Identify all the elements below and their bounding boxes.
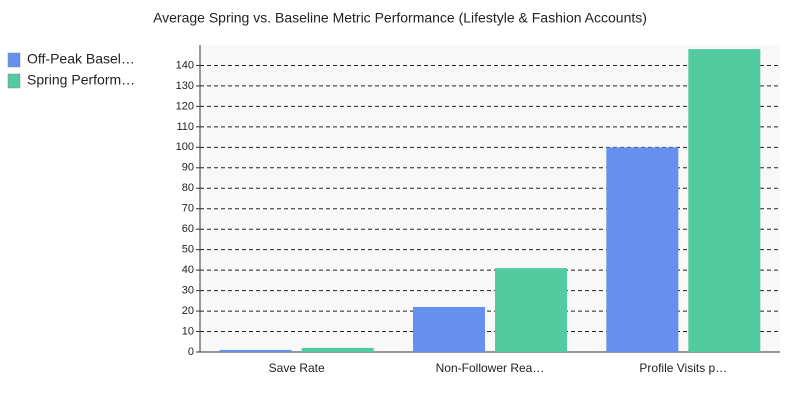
y-tick-label: 30 [182, 285, 194, 297]
y-tick-label: 140 [176, 59, 194, 71]
bar [219, 349, 292, 352]
y-tick-label: 90 [182, 162, 194, 174]
bar [301, 347, 374, 352]
y-tick-label: 70 [182, 203, 194, 215]
legend-swatch [7, 52, 21, 68]
y-tick-label: 100 [176, 141, 194, 153]
bar [413, 306, 485, 352]
legend-label: Off-Peak Basel… [27, 51, 135, 67]
y-tick-label: 10 [182, 325, 194, 337]
legend-swatch [7, 73, 21, 89]
bar [606, 147, 679, 352]
bar [495, 268, 567, 352]
y-tick-label: 110 [176, 121, 194, 133]
chart-title: Average Spring vs. Baseline Metric Perfo… [153, 10, 647, 26]
y-tick-label: 40 [182, 264, 194, 276]
y-tick-label: 130 [176, 80, 194, 92]
y-tick-label: 80 [182, 182, 194, 194]
bar [688, 49, 761, 353]
x-tick-label: Profile Visits p… [639, 361, 727, 375]
y-tick-label: 60 [182, 223, 194, 235]
x-tick-label: Save Rate [269, 361, 325, 375]
plot-area [200, 45, 780, 352]
y-tick-label: 50 [182, 244, 194, 256]
y-tick-label: 20 [182, 305, 194, 317]
x-tick-label: Non-Follower Rea… [436, 361, 545, 375]
y-tick-label: 0 [188, 346, 194, 358]
legend-label: Spring Perform… [27, 72, 135, 88]
y-tick-label: 120 [176, 100, 194, 112]
